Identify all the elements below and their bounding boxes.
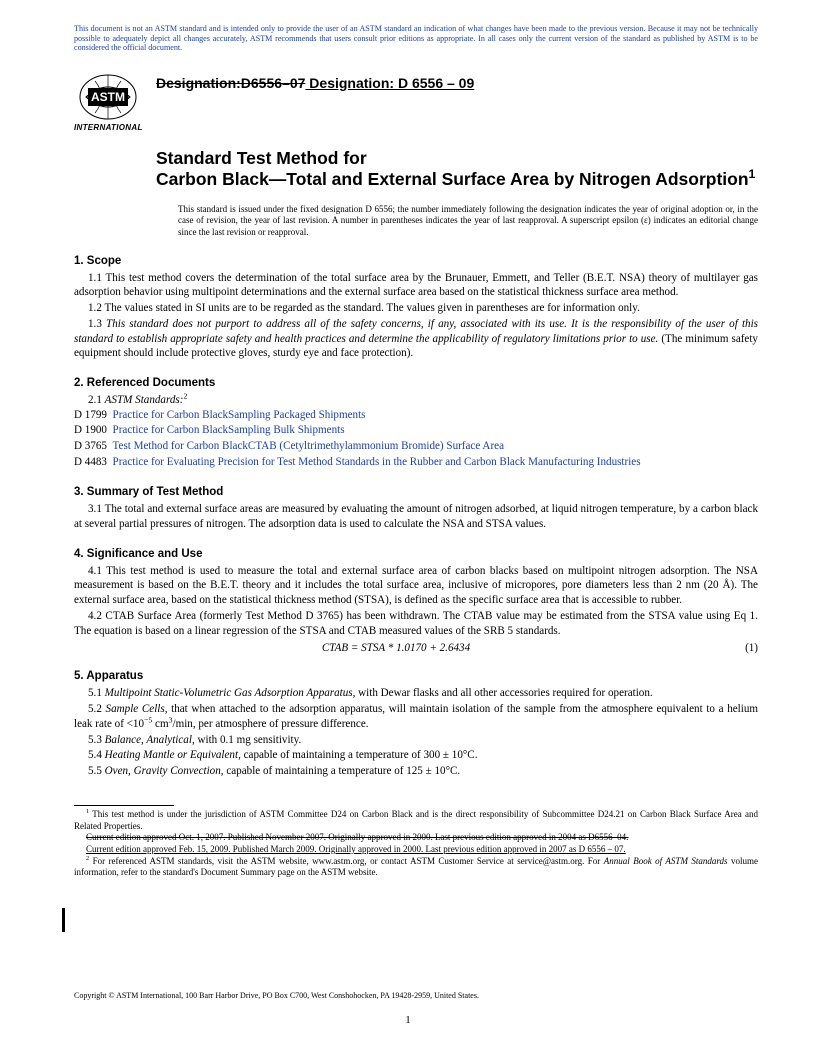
svg-text:ASTM: ASTM bbox=[91, 90, 125, 104]
title-line1: Standard Test Method for bbox=[156, 148, 367, 168]
fn2: 2 For referenced ASTM standards, visit t… bbox=[74, 856, 758, 879]
sec5-head: 5. Apparatus bbox=[74, 670, 758, 682]
sec5-p3: 5.3 Balance, Analytical, with 0.1 mg sen… bbox=[74, 733, 758, 748]
sec3-p1: 3.1 The total and external surface areas… bbox=[74, 502, 758, 532]
title-sup: 1 bbox=[749, 167, 756, 181]
designation-new: Designation: D 6556 – 09 bbox=[305, 75, 474, 91]
ref-d4483: D 4483 Practice for Evaluating Precision… bbox=[74, 455, 758, 471]
ref-d1799: D 1799 Practice for Carbon BlackSampling… bbox=[74, 408, 758, 424]
title-block: Standard Test Method for Carbon Black—To… bbox=[156, 148, 758, 239]
ref-d3765: D 3765 Test Method for Carbon BlackCTAB … bbox=[74, 439, 758, 455]
equation-1-body: CTAB = STSA * 1.0170 + 2.6434 bbox=[74, 642, 718, 654]
header-row: ASTM INTERNATIONAL Designation:D6556–07 … bbox=[74, 71, 758, 132]
sec5-p5: 5.5 Oven, Gravity Convection, capable of… bbox=[74, 764, 758, 779]
sec1-p2: 1.2 The values stated in SI units are to… bbox=[74, 301, 758, 316]
title-line2: Carbon Black—Total and External Surface … bbox=[156, 169, 749, 189]
sec3-head: 3. Summary of Test Method bbox=[74, 486, 758, 498]
sec1-p3: 1.3 This standard does not purport to ad… bbox=[74, 317, 758, 361]
sec5-p1: 5.1 Multipoint Static-Volumetric Gas Ads… bbox=[74, 686, 758, 701]
top-disclaimer: This document is not an ASTM standard an… bbox=[74, 24, 758, 53]
sec1-p1: 1.1 This test method covers the determin… bbox=[74, 271, 758, 301]
logo-label: INTERNATIONAL bbox=[74, 123, 142, 132]
fn1: 1 This test method is under the jurisdic… bbox=[74, 809, 758, 832]
sec1-head: 1. Scope bbox=[74, 255, 758, 267]
page-number: 1 bbox=[0, 1014, 816, 1026]
doc-title: Standard Test Method for Carbon Black—To… bbox=[156, 148, 758, 190]
fn1-new: Current edition approved Feb. 15, 2009. … bbox=[74, 844, 758, 856]
fn1-old: Current edition approved Oct. 1, 2007. P… bbox=[74, 832, 758, 844]
sec4-p2: 4.2 CTAB Surface Area (formerly Test Met… bbox=[74, 609, 758, 639]
footnote-rule bbox=[74, 805, 174, 806]
sec2-head: 2. Referenced Documents bbox=[74, 377, 758, 389]
revision-bar bbox=[62, 908, 65, 932]
issued-note: This standard is issued under the fixed … bbox=[178, 204, 758, 239]
sec5-p2: 5.2 Sample Cells, that when attached to … bbox=[74, 702, 758, 732]
footnotes: 1 This test method is under the jurisdic… bbox=[74, 809, 758, 879]
sec4-p1: 4.1 This test method is used to measure … bbox=[74, 564, 758, 608]
sec2-sub: 2.1 ASTM Standards:2 bbox=[74, 393, 758, 408]
copyright: Copyright © ASTM International, 100 Barr… bbox=[74, 991, 479, 1000]
astm-logo: ASTM INTERNATIONAL bbox=[74, 71, 142, 132]
sec5-p4: 5.4 Heating Mantle or Equivalent, capabl… bbox=[74, 748, 758, 763]
designation: Designation:D6556–07 Designation: D 6556… bbox=[156, 75, 474, 91]
equation-1: CTAB = STSA * 1.0170 + 2.6434 (1) bbox=[74, 642, 758, 654]
ref-d1900: D 1900 Practice for Carbon BlackSampling… bbox=[74, 423, 758, 439]
equation-1-num: (1) bbox=[718, 642, 758, 654]
sec4-head: 4. Significance and Use bbox=[74, 548, 758, 560]
designation-old: Designation:D6556–07 bbox=[156, 75, 305, 91]
